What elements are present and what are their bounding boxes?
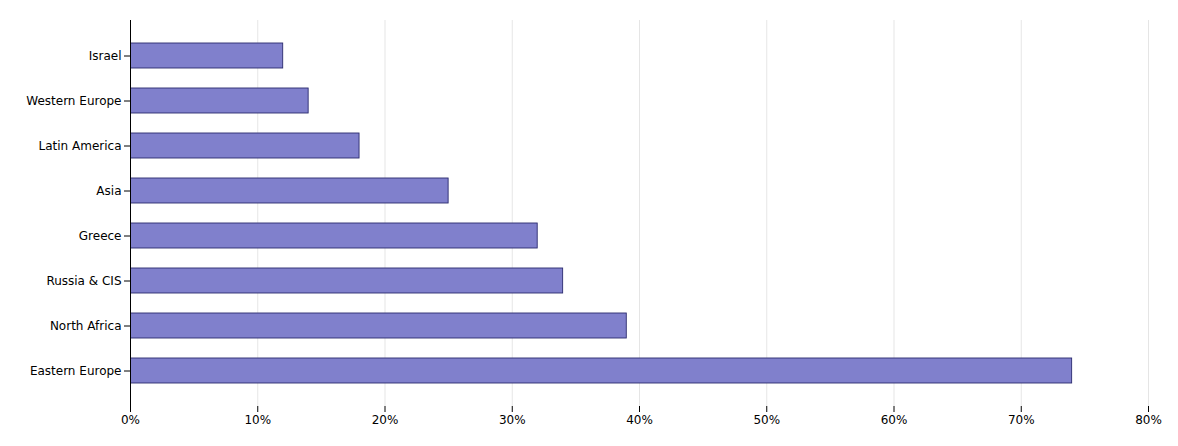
svg-text:North Africa: North Africa	[50, 319, 122, 333]
svg-text:20%: 20%	[372, 413, 399, 427]
svg-text:50%: 50%	[753, 413, 780, 427]
svg-text:30%: 30%	[499, 413, 526, 427]
svg-text:70%: 70%	[1008, 413, 1035, 427]
svg-text:Asia: Asia	[96, 184, 121, 198]
svg-text:10%: 10%	[244, 413, 271, 427]
svg-text:0%: 0%	[121, 413, 140, 427]
svg-text:60%: 60%	[881, 413, 908, 427]
svg-text:Western Europe: Western Europe	[26, 94, 121, 108]
svg-text:40%: 40%	[626, 413, 653, 427]
svg-text:Russia & CIS: Russia & CIS	[46, 274, 121, 288]
svg-text:Greece: Greece	[79, 229, 122, 243]
svg-text:Eastern Europe: Eastern Europe	[30, 364, 122, 378]
svg-text:80%: 80%	[1135, 413, 1162, 427]
svg-text:Latin America: Latin America	[39, 139, 122, 153]
svg-text:Israel: Israel	[89, 49, 122, 63]
